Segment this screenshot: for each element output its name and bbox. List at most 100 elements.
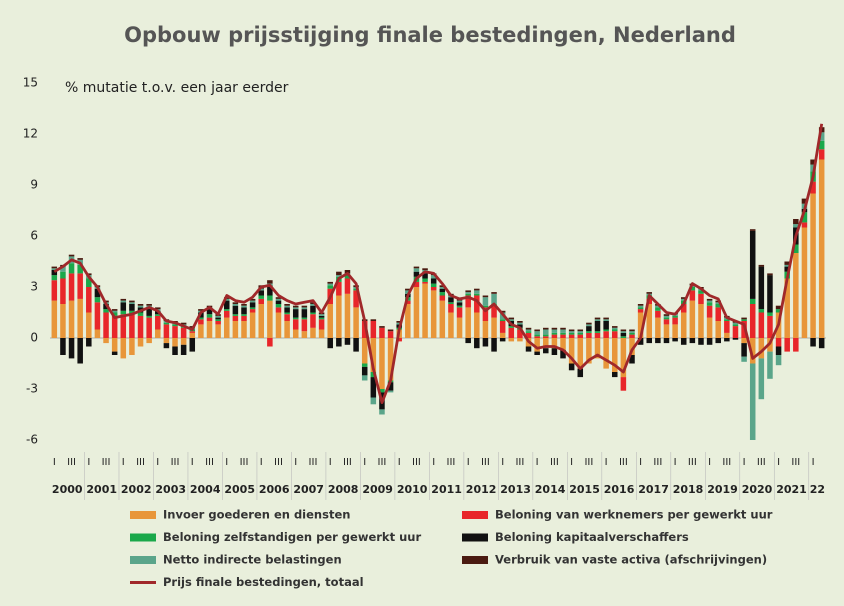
bar-segment bbox=[180, 327, 187, 338]
bar-segment bbox=[801, 212, 808, 223]
bar-segment bbox=[163, 324, 170, 338]
x-tick-label: I bbox=[122, 457, 125, 468]
bar-segment bbox=[767, 315, 773, 338]
bar-segment bbox=[172, 338, 178, 347]
year-label: 2011 bbox=[431, 483, 462, 496]
bar-segment bbox=[129, 300, 135, 303]
bar-segment bbox=[137, 304, 144, 306]
bar-segment bbox=[793, 253, 799, 338]
annotation: % mutatie t.o.v. een jaar eerder bbox=[65, 80, 289, 96]
bar-segment bbox=[517, 329, 523, 338]
bar-segment bbox=[611, 372, 618, 378]
bar-segment bbox=[413, 268, 420, 272]
x-tick-label: I bbox=[743, 457, 746, 468]
bar-segment bbox=[637, 312, 644, 338]
bar-segment bbox=[396, 321, 402, 323]
bar-segment bbox=[818, 149, 825, 160]
bar-segment bbox=[784, 338, 790, 352]
bar-segment bbox=[310, 302, 316, 304]
bar-segment bbox=[689, 287, 696, 291]
bar-segment bbox=[267, 295, 273, 301]
bar-segment bbox=[370, 321, 377, 338]
bar-segment bbox=[60, 271, 66, 279]
bar-segment bbox=[68, 263, 75, 274]
bar-segment bbox=[499, 310, 506, 313]
bar-segment bbox=[741, 319, 747, 321]
bar-segment bbox=[594, 319, 601, 321]
bar-segment bbox=[301, 307, 308, 310]
year-label: 2005 bbox=[224, 483, 255, 496]
bar-segment bbox=[793, 338, 799, 352]
bar-segment bbox=[456, 300, 463, 303]
bar-segment bbox=[775, 355, 782, 366]
bar-segment bbox=[413, 271, 420, 277]
bar-segment bbox=[715, 307, 721, 321]
y-tick-label: 3 bbox=[30, 280, 38, 294]
bar-segment bbox=[146, 317, 152, 338]
legend-label: Invoer goederen en diensten bbox=[163, 508, 350, 522]
bar-segment bbox=[655, 310, 661, 318]
bar-segment bbox=[439, 288, 446, 293]
bar-segment bbox=[129, 304, 135, 311]
bar-segment bbox=[525, 331, 532, 333]
bar-segment bbox=[60, 304, 66, 338]
bar-segment bbox=[810, 181, 816, 194]
bar-segment bbox=[51, 266, 58, 269]
bar-segment bbox=[603, 319, 609, 321]
x-tick-label: III bbox=[136, 457, 145, 468]
legend-label: Beloning van werknemers per gewerkt uur bbox=[495, 508, 773, 522]
bar-segment bbox=[620, 336, 627, 338]
bar-segment bbox=[629, 334, 635, 338]
bar-segment bbox=[749, 304, 756, 338]
bar-segment bbox=[379, 326, 385, 328]
bar-segment bbox=[292, 305, 299, 308]
bar-segment bbox=[482, 297, 489, 306]
year-label: 2017 bbox=[638, 483, 669, 496]
bar-segment bbox=[94, 297, 101, 303]
bar-segment bbox=[534, 338, 540, 352]
bar-segment bbox=[517, 321, 523, 323]
x-tick-label: III bbox=[102, 457, 111, 468]
bar-segment bbox=[525, 332, 532, 338]
bar-segment bbox=[474, 338, 480, 349]
bar-segment bbox=[474, 295, 480, 313]
bar-segment bbox=[586, 338, 592, 364]
bar-segment bbox=[482, 338, 489, 347]
bar-segment bbox=[611, 327, 618, 330]
x-tick-label: I bbox=[294, 457, 297, 468]
bar-segment bbox=[51, 268, 58, 270]
bar-segment bbox=[267, 338, 273, 347]
bar-segment bbox=[180, 338, 187, 345]
bar-segment bbox=[405, 288, 411, 291]
bar-segment bbox=[672, 324, 678, 338]
bar-segment bbox=[51, 300, 58, 338]
bar-segment bbox=[517, 338, 523, 342]
x-tick-label: I bbox=[708, 457, 711, 468]
bar-segment bbox=[706, 338, 713, 345]
year-label: 2004 bbox=[190, 483, 221, 496]
bar-segment bbox=[568, 338, 575, 364]
bar-segment bbox=[215, 321, 221, 325]
bar-segment bbox=[706, 317, 713, 338]
bar-segment bbox=[275, 304, 282, 308]
bar-segment bbox=[344, 338, 351, 345]
x-tick-label: I bbox=[639, 457, 642, 468]
bar-segment bbox=[310, 305, 316, 313]
bar-segment bbox=[68, 254, 75, 257]
bar-segment bbox=[543, 338, 549, 349]
bar-segment bbox=[327, 338, 333, 349]
bar-segment bbox=[232, 302, 239, 304]
bar-segment bbox=[258, 295, 265, 299]
bar-segment bbox=[560, 338, 566, 350]
bar-segment bbox=[732, 326, 739, 338]
bar-segment bbox=[525, 327, 532, 330]
bar-segment bbox=[232, 315, 239, 321]
bar-segment bbox=[301, 317, 308, 320]
bar-segment bbox=[517, 322, 523, 325]
bar-segment bbox=[680, 312, 687, 338]
bar-segment bbox=[758, 266, 765, 310]
year-label: 2019 bbox=[707, 483, 738, 496]
bar-segment bbox=[387, 390, 394, 393]
bar-segment bbox=[180, 344, 187, 355]
bar-segment bbox=[310, 327, 316, 338]
